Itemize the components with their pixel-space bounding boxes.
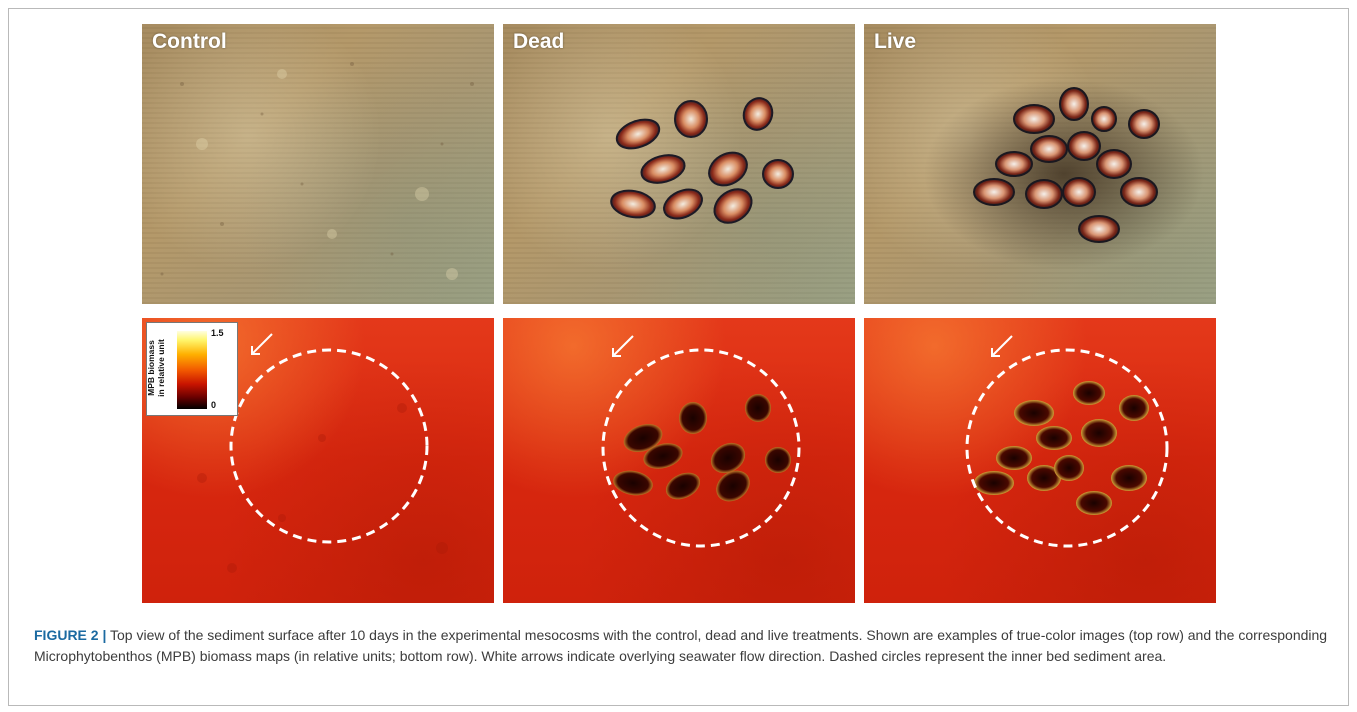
caption-label: FIGURE 2 | [34,627,107,643]
map-overlay-control [197,333,448,573]
flow-arrow [251,333,273,355]
flow-arrow-head [612,348,621,357]
inner-bed-circle [965,348,1169,548]
photo-live: Live [864,24,1216,304]
map-overlay-live [965,335,1169,548]
colorbar: MPB biomass in relative unit 1.5 0 [146,322,238,416]
colorbar-title-line1: MPB biomass [146,340,156,396]
figure-frame: Control [8,8,1349,706]
map-overlay-dead [601,335,801,548]
photo-dead: Dead [503,24,855,304]
map-dead [503,318,855,603]
panel-label-dead: Dead [513,30,565,53]
colorbar-max-label: 1.5 [211,328,224,338]
flow-arrow-head [251,346,260,355]
colorbar-title-line2: in relative unit [156,339,166,397]
colorbar-gradient [177,331,207,409]
map-control: MPB biomass in relative unit 1.5 0 [142,318,494,603]
mussel-shells-dead [610,97,794,224]
flow-arrow [612,335,634,357]
colorbar-min-label: 0 [211,400,217,410]
photo-control: Control [142,24,494,304]
caption-text: Top view of the sediment surface after 1… [34,627,1328,664]
inner-bed-circle [601,348,801,548]
sediment-texture [160,62,474,280]
panel-label-control: Control [152,30,227,53]
panel-label-live: Live [874,30,917,53]
figure-caption: FIGURE 2 | Top view of the sediment surf… [34,625,1344,667]
flow-arrow [991,335,1013,357]
map-live [864,318,1216,603]
mussel-shells-live [924,79,1204,269]
colorbar-title: MPB biomass in relative unit [146,328,168,408]
flow-arrow-head [991,348,1000,357]
inner-bed-circle [229,348,429,544]
